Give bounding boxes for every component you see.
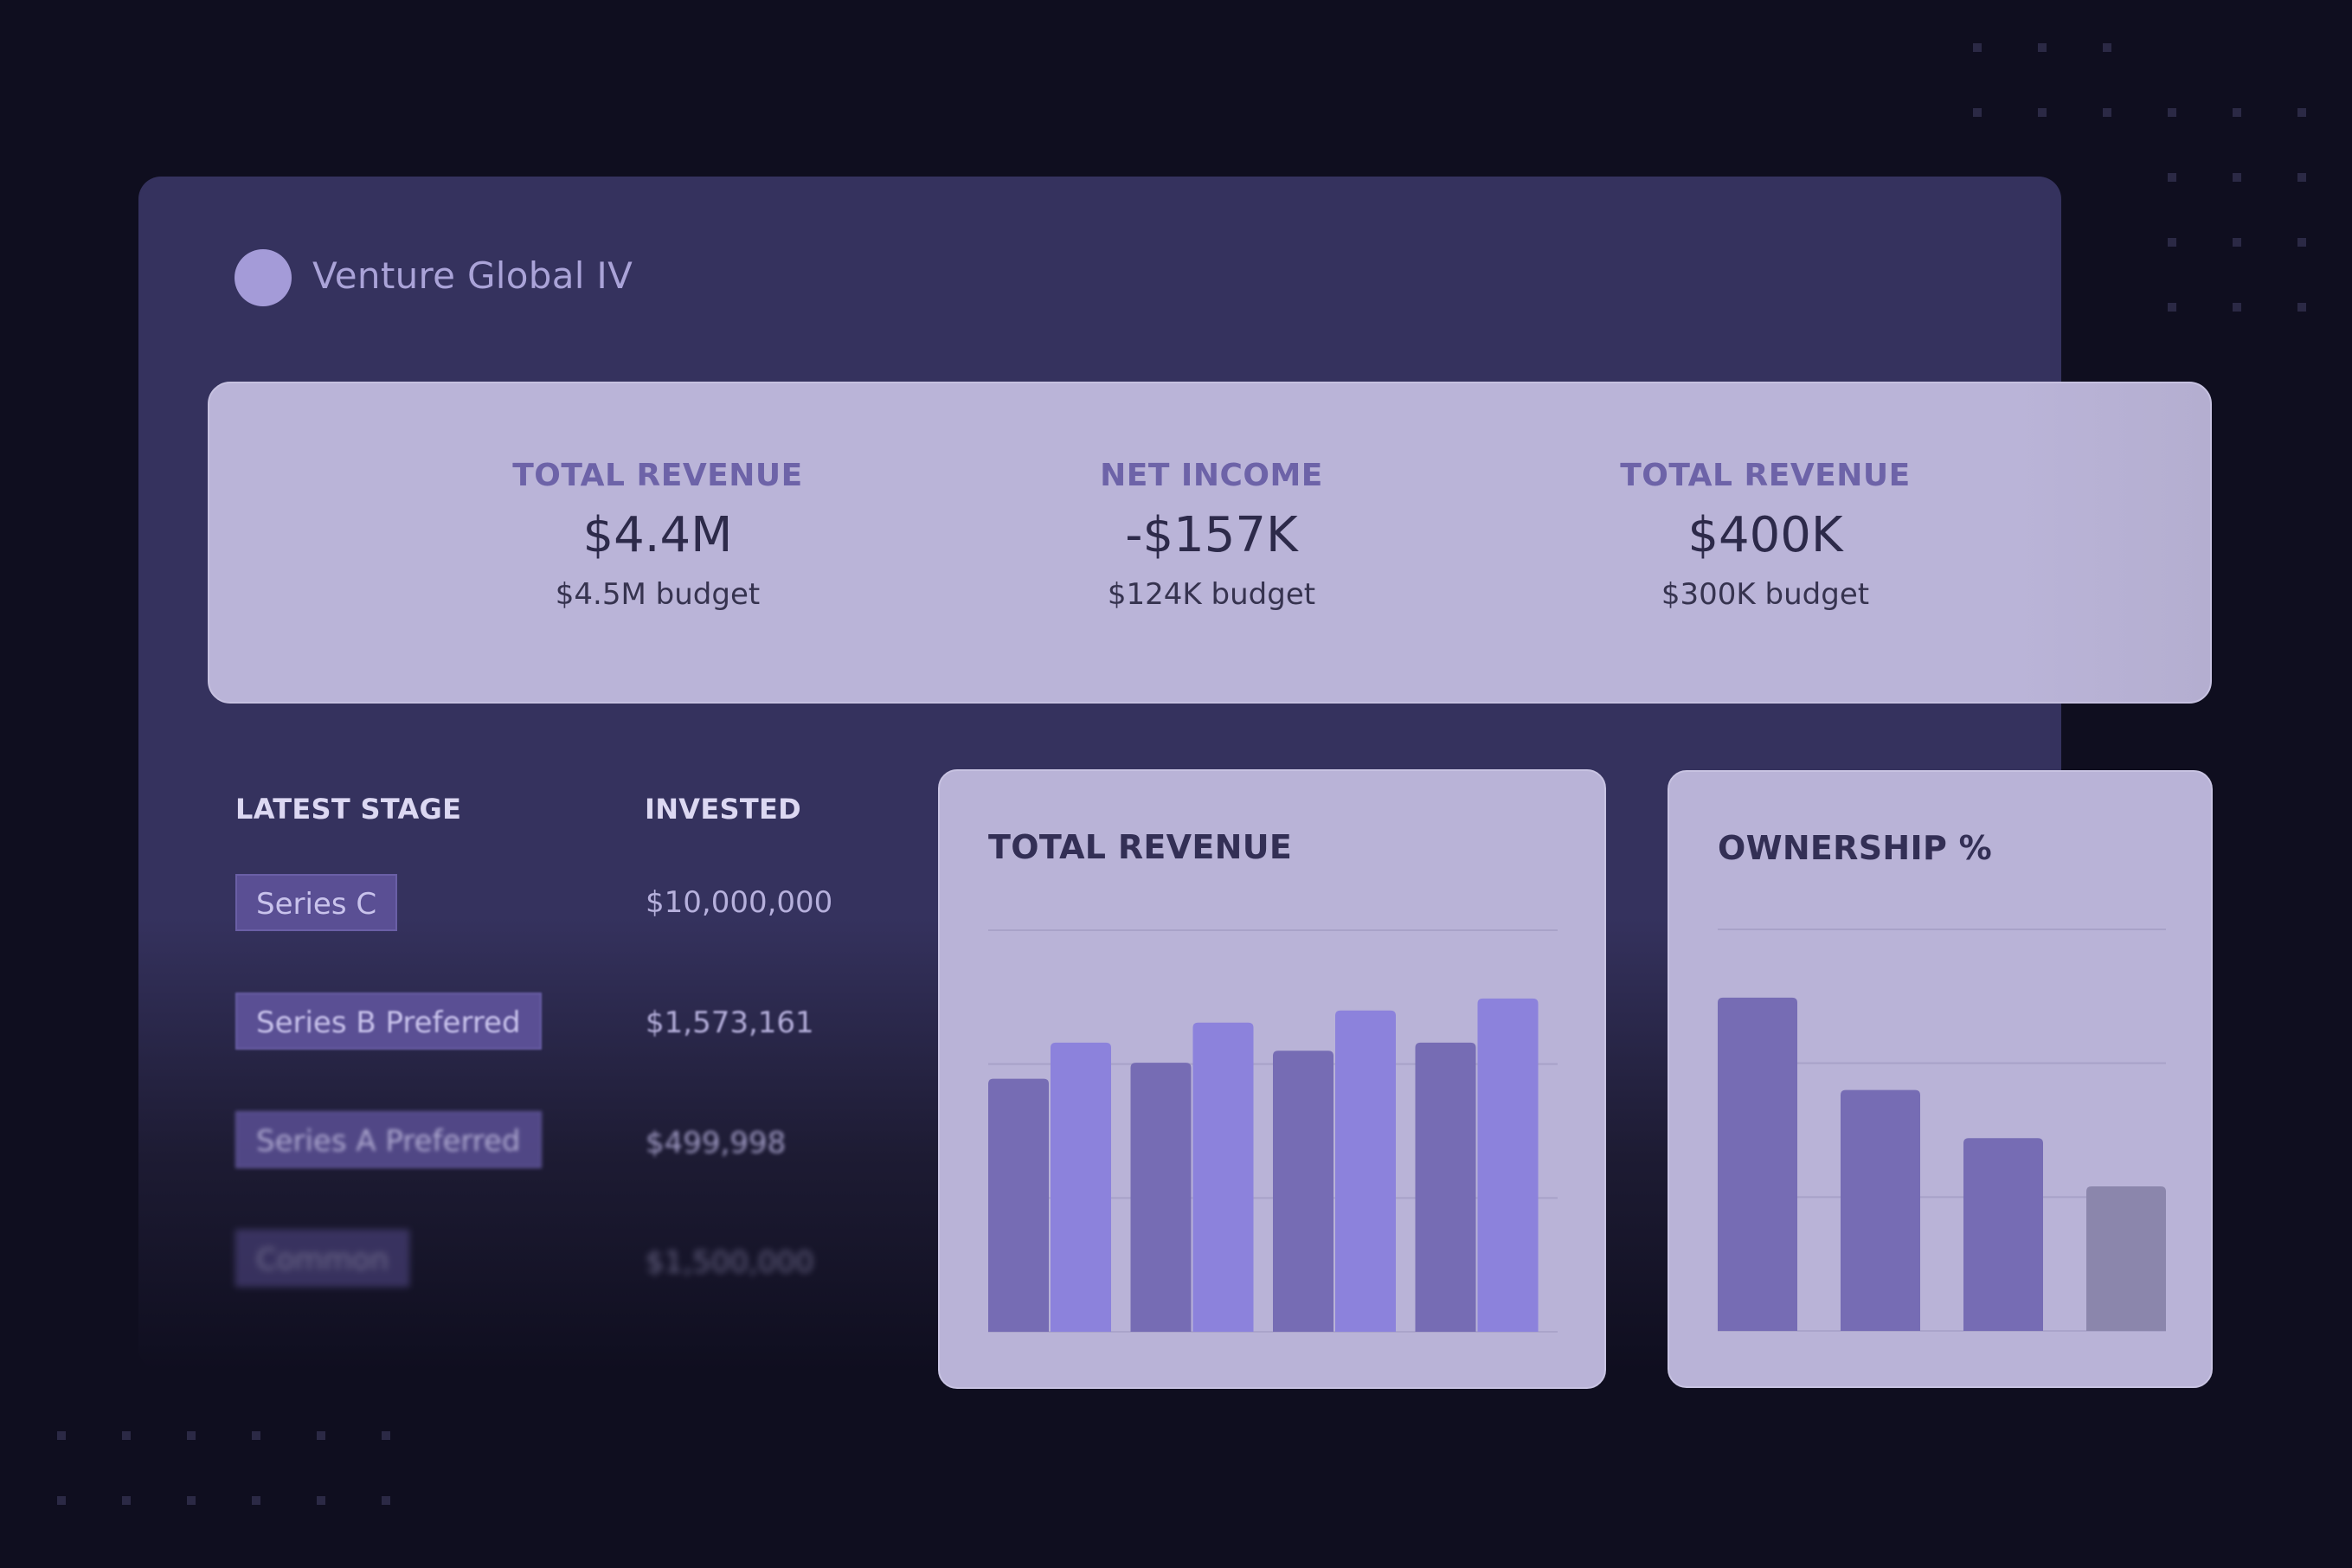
chart-title: TOTAL REVENUE: [988, 828, 1293, 866]
ownership-bar: [1718, 997, 1797, 1331]
summary-metrics-card: TOTAL REVENUE $4.4M $4.5M budget NET INC…: [208, 382, 2212, 704]
ownership-bar: [1963, 1138, 2043, 1331]
decorative-dot: [187, 1496, 196, 1505]
revenue-bar: [1335, 1010, 1396, 1332]
decorative-dot: [2297, 108, 2306, 117]
chart-title: OWNERSHIP %: [1718, 829, 1993, 867]
org-avatar: [235, 249, 292, 306]
invested-amount: $10,000,000: [646, 885, 833, 920]
metric-budget: $300K budget: [1661, 577, 1870, 612]
metric-total-revenue: TOTAL REVENUE $4.4M $4.5M budget: [485, 458, 831, 612]
invested-amount: $1,500,000: [646, 1245, 814, 1280]
revenue-bar: [1477, 998, 1539, 1332]
metric-total-revenue-2: TOTAL REVENUE $400K $300K budget: [1592, 458, 1938, 612]
decorative-dot: [317, 1431, 325, 1440]
decorative-dot: [2103, 43, 2111, 52]
metric-net-income: NET INCOME -$157K $124K budget: [1038, 458, 1385, 612]
revenue-bar: [1273, 1051, 1333, 1332]
metric-value: $4.4M: [582, 507, 733, 563]
decorative-dot: [2297, 303, 2306, 312]
invested-amount: $499,998: [646, 1126, 787, 1160]
column-header-stage: LATEST STAGE: [235, 793, 462, 826]
column-header-invested: INVESTED: [645, 793, 802, 826]
revenue-bar: [988, 1078, 1049, 1332]
decorative-dot: [2168, 238, 2176, 247]
decorative-dot: [2038, 108, 2047, 117]
revenue-bar: [1130, 1063, 1192, 1332]
decorative-dot: [122, 1431, 131, 1440]
ownership-bar: [1841, 1089, 1920, 1331]
metric-value: -$157K: [1125, 507, 1298, 563]
metric-label: TOTAL REVENUE: [512, 458, 803, 493]
decorative-dot: [187, 1431, 196, 1440]
revenue-chart-card: TOTAL REVENUE: [938, 769, 1606, 1389]
stage-badge: Common: [235, 1230, 410, 1287]
decorative-dot: [122, 1496, 131, 1505]
ownership-bar-chart: [1718, 929, 2166, 1332]
decorative-dot: [2168, 303, 2176, 312]
decorative-dot: [1973, 108, 1982, 117]
revenue-bar: [1192, 1022, 1254, 1332]
decorative-dot: [2233, 108, 2241, 117]
decorative-dot: [252, 1431, 260, 1440]
decorative-dot: [2297, 238, 2306, 247]
ownership-bar: [2086, 1186, 2166, 1331]
decorative-dot: [2038, 43, 2047, 52]
metric-budget: $124K budget: [1107, 577, 1316, 612]
decorative-dot: [252, 1496, 260, 1505]
invested-amount: $1,573,161: [646, 1006, 814, 1040]
decorative-dot: [57, 1496, 66, 1505]
ownership-chart-card: OWNERSHIP %: [1668, 770, 2213, 1388]
decorative-dot: [2168, 173, 2176, 182]
decorative-dot: [57, 1431, 66, 1440]
metric-label: NET INCOME: [1100, 458, 1323, 493]
stage-badge: Series C: [235, 874, 398, 931]
decorative-dot: [382, 1496, 390, 1505]
decorative-dot: [1973, 43, 1982, 52]
decorative-dot: [317, 1496, 325, 1505]
decorative-dot: [2233, 303, 2241, 312]
metric-label: TOTAL REVENUE: [1620, 458, 1911, 493]
decorative-dot: [2168, 108, 2176, 117]
revenue-bar: [1415, 1042, 1476, 1332]
decorative-dot: [2233, 238, 2241, 247]
decorative-dot: [2103, 108, 2111, 117]
stage-badge: Series B Preferred: [235, 993, 542, 1050]
stage-badge: Series A Preferred: [235, 1111, 542, 1168]
revenue-bar-chart: [988, 929, 1558, 1333]
metric-value: $400K: [1687, 507, 1843, 563]
org-name: Venture Global IV: [312, 254, 633, 297]
decorative-dot: [382, 1431, 390, 1440]
metric-budget: $4.5M budget: [555, 577, 761, 612]
revenue-bar: [1051, 1042, 1111, 1332]
decorative-dot: [2233, 173, 2241, 182]
decorative-dot: [2297, 173, 2306, 182]
